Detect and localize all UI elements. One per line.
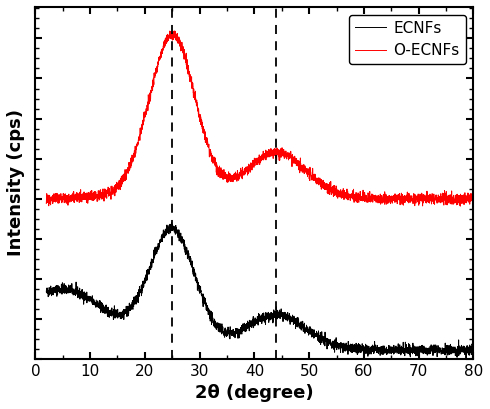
O-ECNFs bbox=[457, 204, 463, 209]
Line: ECNFs: ECNFs bbox=[47, 222, 473, 358]
ECNFs bbox=[470, 348, 476, 353]
ECNFs bbox=[463, 355, 469, 360]
O-ECNFs bbox=[463, 196, 468, 201]
Line: O-ECNFs: O-ECNFs bbox=[47, 31, 473, 206]
ECNFs bbox=[416, 346, 422, 351]
O-ECNFs bbox=[44, 201, 49, 206]
O-ECNFs bbox=[226, 179, 232, 184]
O-ECNFs bbox=[416, 195, 422, 200]
ECNFs bbox=[226, 331, 232, 336]
O-ECNFs bbox=[470, 199, 476, 204]
ECNFs bbox=[462, 349, 468, 354]
ECNFs bbox=[169, 220, 174, 225]
Legend: ECNFs, O-ECNFs: ECNFs, O-ECNFs bbox=[349, 15, 466, 65]
X-axis label: 2θ (degree): 2θ (degree) bbox=[195, 384, 314, 402]
ECNFs bbox=[44, 289, 49, 294]
Y-axis label: Intensity (cps): Intensity (cps) bbox=[7, 109, 25, 256]
ECNFs bbox=[207, 319, 213, 324]
ECNFs bbox=[92, 300, 98, 305]
O-ECNFs bbox=[92, 196, 98, 201]
O-ECNFs bbox=[207, 147, 213, 152]
ECNFs bbox=[118, 316, 123, 321]
O-ECNFs bbox=[118, 180, 123, 184]
O-ECNFs bbox=[172, 29, 178, 34]
